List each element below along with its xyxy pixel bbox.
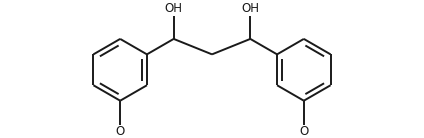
- Text: O: O: [299, 125, 308, 138]
- Text: OH: OH: [241, 2, 259, 15]
- Text: O: O: [116, 125, 125, 138]
- Text: OH: OH: [165, 2, 183, 15]
